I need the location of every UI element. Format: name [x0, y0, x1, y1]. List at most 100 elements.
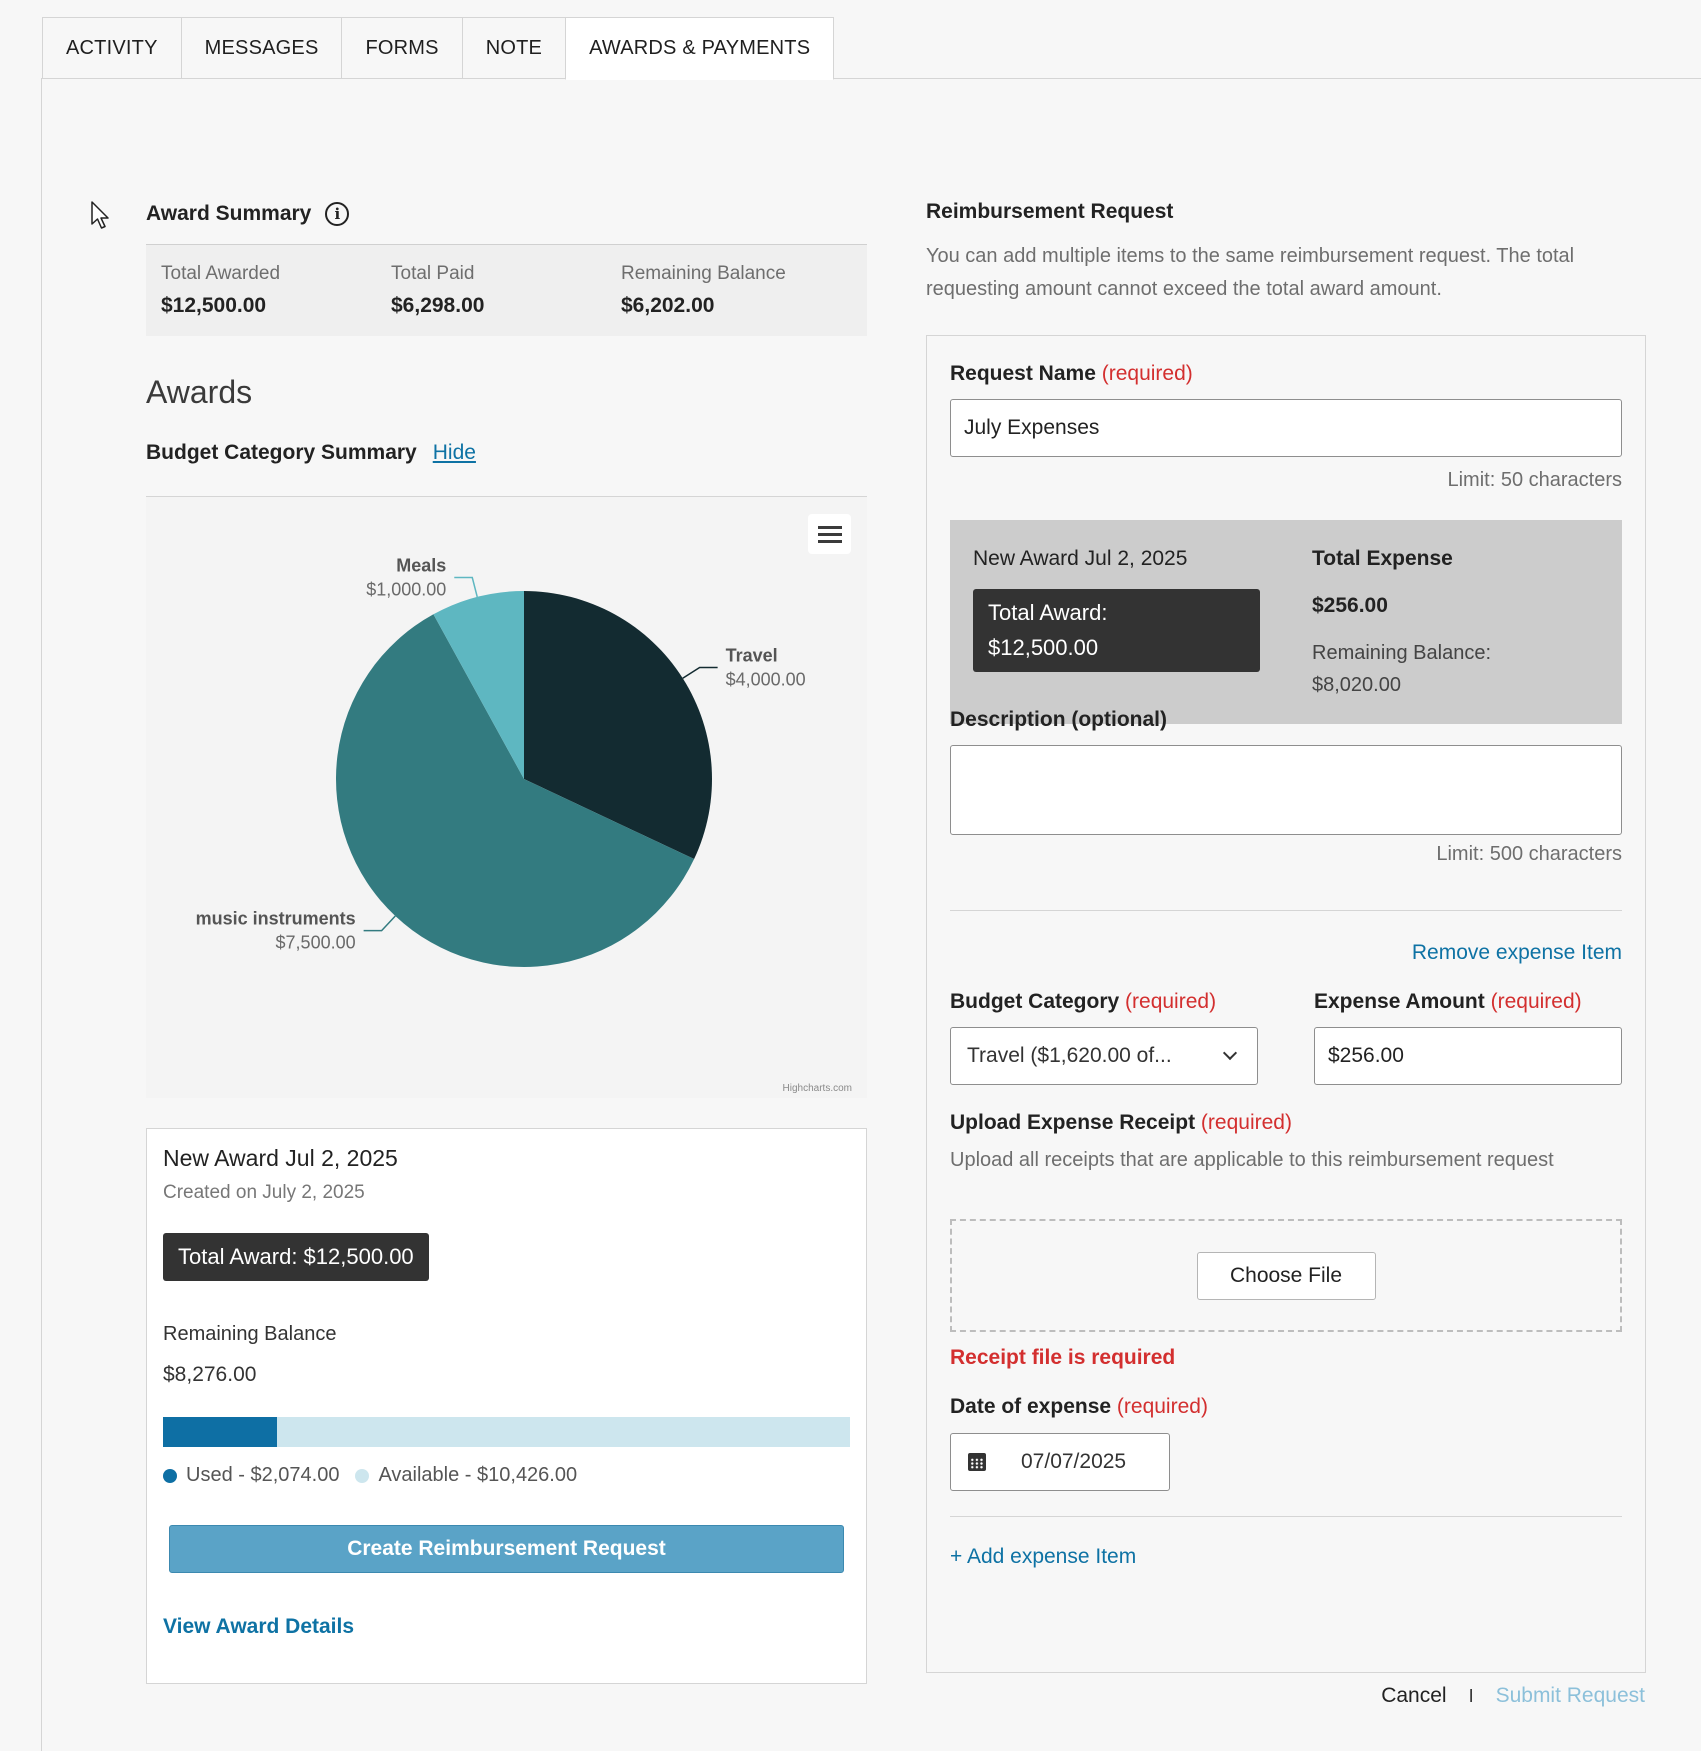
hide-chart-link[interactable]: Hide [432, 441, 476, 464]
pie-connector [454, 576, 478, 598]
budget-category-summary-header: Budget Category Summary Hide [146, 441, 867, 465]
total-expense-label: Total Expense [1312, 547, 1453, 570]
reimbursement-column: Reimbursement Request You can add multip… [926, 200, 1646, 1673]
budget-progress-bar [163, 1417, 850, 1447]
pie-connector [363, 915, 396, 932]
tab-bar: ACTIVITY MESSAGES FORMS NOTE AWARDS & PA… [42, 17, 835, 80]
used-label: Used - $2,074.00 [186, 1464, 340, 1486]
required-marker: (required) [1490, 990, 1582, 1013]
summary-label: Total Paid [391, 263, 475, 284]
pie-label-name: music instruments [196, 909, 356, 929]
info-icon[interactable]: i [325, 202, 350, 226]
calendar-icon[interactable] [968, 1453, 986, 1471]
section-divider [950, 1516, 1622, 1517]
summary-label: Remaining Balance [621, 263, 786, 284]
submit-request-button[interactable]: Submit Request [1495, 1684, 1645, 1707]
cancel-button[interactable]: Cancel [1381, 1684, 1447, 1707]
choose-file-button[interactable]: Choose File [1196, 1251, 1376, 1300]
pie-connector [682, 666, 718, 679]
pie-label-name: Travel [726, 646, 778, 666]
selected-award-total-badge: Total Award: $12,500.00 [973, 589, 1260, 672]
awards-heading: Awards [146, 374, 253, 410]
required-marker: (required) [1125, 990, 1217, 1013]
remaining-balance-label: Remaining Balance [163, 1323, 337, 1345]
selected-award-panel: New Award Jul 2, 2025 Total Award: $12,5… [950, 520, 1622, 724]
add-expense-item-link[interactable]: + Add expense Item [950, 1545, 1137, 1568]
tab-panel-left-border [41, 78, 42, 1751]
summary-value: $12,500.00 [161, 294, 267, 317]
required-marker: (required) [1116, 1395, 1208, 1418]
summary-value: $6,298.00 [391, 294, 485, 317]
receipt-dropzone[interactable]: Choose File [950, 1219, 1622, 1332]
description-label: Description (optional) [950, 708, 1167, 731]
total-award-badge: Total Award: $12,500.00 [163, 1233, 429, 1281]
budget-progress-used [163, 1417, 278, 1447]
summary-total-awarded: Total Awarded $12,500.00 [161, 263, 391, 336]
expense-amount-label: Expense Amount (required) [1314, 990, 1582, 1013]
progress-legend: Used - $2,074.00 Available - $10,426.00 [163, 1464, 850, 1487]
reimbursement-description: You can add multiple items to the same r… [926, 245, 1575, 300]
tab-activity[interactable]: ACTIVITY [42, 17, 181, 79]
selected-award-title: New Award Jul 2, 2025 [973, 547, 1188, 570]
reimbursement-form: Request Name (required) July Expenses Li… [926, 335, 1646, 1673]
remaining-balance-value: $8,276.00 [163, 1363, 257, 1386]
award-card-title: New Award Jul 2, 2025 [163, 1145, 398, 1171]
chart-menu-button[interactable] [808, 514, 851, 554]
pie-slice-travel[interactable] [524, 591, 712, 860]
pie-label-value: $7,500.00 [276, 933, 356, 953]
tab-messages[interactable]: MESSAGES [180, 17, 342, 79]
tab-forms[interactable]: FORMS [341, 17, 462, 79]
pie-slice-meals[interactable] [433, 591, 524, 779]
tab-panel-border [42, 78, 1701, 79]
total-expense-value: $256.00 [1312, 594, 1388, 617]
award-card: New Award Jul 2, 2025 Created on July 2,… [146, 1128, 867, 1684]
awards-column: Award Summary i Total Awarded $12,500.00… [146, 200, 867, 1684]
available-dot-icon [355, 1468, 370, 1483]
upload-receipt-label: Upload Expense Receipt (required) [950, 1111, 1292, 1134]
view-award-details-link[interactable]: View Award Details [163, 1615, 355, 1638]
date-of-expense-label: Date of expense (required) [950, 1395, 1208, 1418]
award-summary-header: Award Summary i [146, 200, 867, 228]
budget-category-label: Budget Category (required) [950, 990, 1217, 1013]
summary-label: Total Awarded [161, 263, 281, 284]
tab-awards-payments[interactable]: AWARDS & PAYMENTS [565, 17, 835, 80]
pie-slice-music-instruments[interactable] [336, 614, 695, 967]
request-name-input[interactable]: July Expenses [950, 399, 1622, 457]
required-marker: (required) [1200, 1111, 1292, 1134]
summary-value: $6,202.00 [621, 294, 715, 317]
required-marker: (required) [1101, 362, 1193, 385]
budget-category-summary-label: Budget Category Summary [146, 441, 417, 464]
description-textarea[interactable] [950, 745, 1622, 835]
panel-remaining-balance: Remaining Balance: $8,020.00 [1312, 642, 1491, 696]
remove-expense-item-link[interactable]: Remove expense Item [1411, 941, 1622, 964]
chart-credit[interactable]: Highcharts.com [782, 1083, 852, 1094]
budget-pie-chart: Travel $4,000.00 music instruments $7,500.0… [146, 496, 867, 1098]
upload-help-text: Upload all receipts that are applicable … [950, 1149, 1554, 1171]
budget-category-select[interactable]: Travel ($1,620.00 of... [950, 1027, 1258, 1085]
pie-label-value: $1,000.00 [366, 580, 446, 600]
form-actions: Cancel I Submit Request [1340, 1684, 1645, 1708]
award-card-created: Created on July 2, 2025 [163, 1182, 365, 1203]
award-summary-title: Award Summary [146, 202, 312, 225]
reimbursement-title: Reimbursement Request [926, 200, 1174, 223]
mouse-cursor-icon [91, 201, 109, 229]
used-dot-icon [163, 1468, 177, 1483]
pie-label-value: $4,000.00 [726, 670, 806, 690]
summary-total-paid: Total Paid $6,298.00 [391, 263, 621, 336]
section-divider [950, 910, 1622, 911]
date-value: 07/07/2025 [1021, 1450, 1127, 1473]
expense-amount-input[interactable]: $256.00 [1314, 1027, 1622, 1085]
award-summary-box: Total Awarded $12,500.00 Total Paid $6,2… [146, 244, 867, 336]
pie-label-name: Meals [396, 556, 446, 576]
create-reimbursement-button[interactable]: Create Reimbursement Request [169, 1525, 844, 1573]
action-separator: I [1468, 1685, 1474, 1706]
date-of-expense-input[interactable]: 07/07/2025 [950, 1433, 1170, 1491]
available-label: Available - $10,426.00 [378, 1464, 578, 1486]
chevron-down-icon [1222, 1045, 1238, 1061]
tab-note[interactable]: NOTE [461, 17, 566, 79]
summary-remaining-balance: Remaining Balance $6,202.00 [621, 263, 851, 336]
request-name-limit: Limit: 50 characters [1447, 469, 1622, 491]
description-limit: Limit: 500 characters [1436, 843, 1622, 865]
request-name-label: Request Name (required) [950, 362, 1193, 385]
pie-chart-svg: Travel $4,000.00 music instruments $7,500.0… [196, 556, 806, 967]
